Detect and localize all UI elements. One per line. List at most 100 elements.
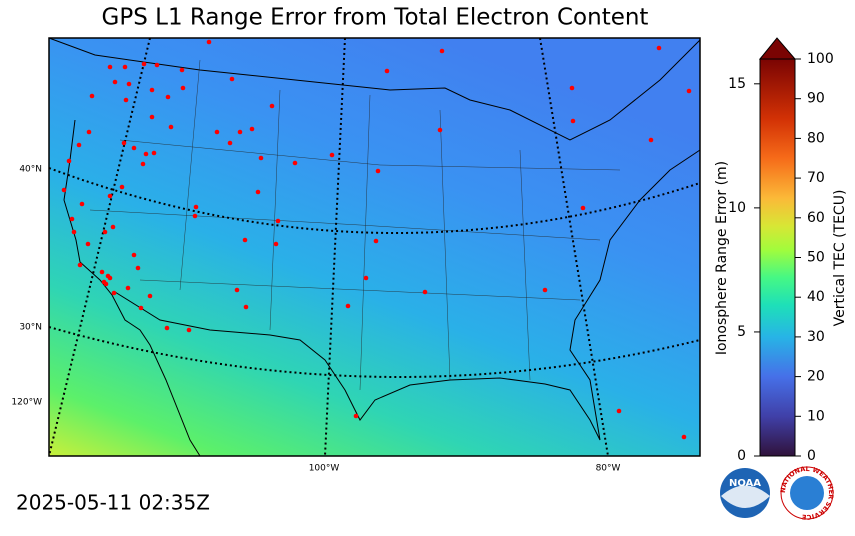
tick-label: 10 [728,200,746,216]
station [580,205,586,211]
station [119,184,125,190]
lat-label: 30°N [19,323,42,333]
station [165,94,171,100]
station [214,129,220,135]
station [140,161,146,167]
station [249,126,255,132]
station [192,213,198,219]
station [375,168,381,174]
station [112,79,118,85]
tick-label: 20 [807,369,825,385]
station [363,275,369,281]
tick-label: 70 [807,170,825,186]
station [61,187,67,193]
station [168,124,174,130]
tick-label: 100 [807,51,834,67]
station [180,85,186,91]
colorbar [758,37,797,457]
left-axis-label: Ionosphere Range Error (m) [714,161,730,355]
station [154,62,160,68]
station [193,204,199,210]
station [131,145,137,151]
station [542,287,548,293]
station [147,293,153,299]
tick-label: 40 [807,289,825,305]
station [86,129,92,135]
noaa-text: NOAA [729,478,761,489]
title: GPS L1 Range Error from Total Electron C… [102,5,649,31]
station [234,287,240,293]
station [569,85,575,91]
station [648,137,654,143]
station [76,142,82,148]
map [48,37,701,457]
tick-label: 0 [807,448,816,464]
station [111,290,117,296]
tick-label: 60 [807,210,825,226]
station [353,413,359,419]
station [439,48,445,54]
nws-logo: NATIONAL WEATHER SERVICE [779,465,835,521]
station [656,45,662,51]
station [107,275,113,281]
station [275,218,281,224]
station [103,281,109,287]
station [125,285,131,291]
station [273,241,279,247]
station [437,127,443,133]
station [99,269,105,275]
station [164,325,170,331]
station [85,241,91,247]
tick-label: 0 [737,448,746,464]
station [616,408,622,414]
station [269,103,275,109]
tick-label: 80 [807,130,825,146]
tick-label: 15 [728,76,746,92]
station [89,93,95,99]
station [102,229,108,235]
station [107,64,113,70]
station [686,88,692,94]
lon-label: 100°W [309,464,340,474]
station [71,229,77,235]
station [107,193,113,199]
station [570,118,576,124]
station [110,224,116,230]
noaa-logo: NOAA [720,468,770,518]
station [141,61,147,67]
tick-label: 30 [807,329,825,345]
station [237,129,243,135]
station [179,67,185,73]
tick-label: 5 [737,324,746,340]
station [206,39,212,45]
station [227,140,233,146]
station [126,81,132,87]
timestamp: 2025-05-11 02:35Z [16,491,210,515]
lon-label: 80°W [596,464,621,474]
station [255,189,261,195]
lon-label: 120°W [11,398,42,408]
right-axis-label: Vertical TEC (TECU) [832,190,848,327]
station [345,303,351,309]
station [151,150,157,156]
tick-label: 10 [807,408,825,424]
station [149,114,155,120]
station [681,434,687,440]
station [149,87,155,93]
station [329,152,335,158]
tick-label: 50 [807,250,825,266]
colorbar-ticks: 0 5 10 15 0 10 20 30 40 50 60 70 80 90 100 [728,51,834,464]
station [77,262,83,268]
station [122,64,128,70]
station [422,289,428,295]
station [123,97,129,103]
station [229,76,235,82]
station [143,151,149,157]
station [69,216,75,222]
station [138,305,144,311]
station [135,265,141,271]
tick-label: 90 [807,91,825,107]
station [242,237,248,243]
station [258,155,264,161]
